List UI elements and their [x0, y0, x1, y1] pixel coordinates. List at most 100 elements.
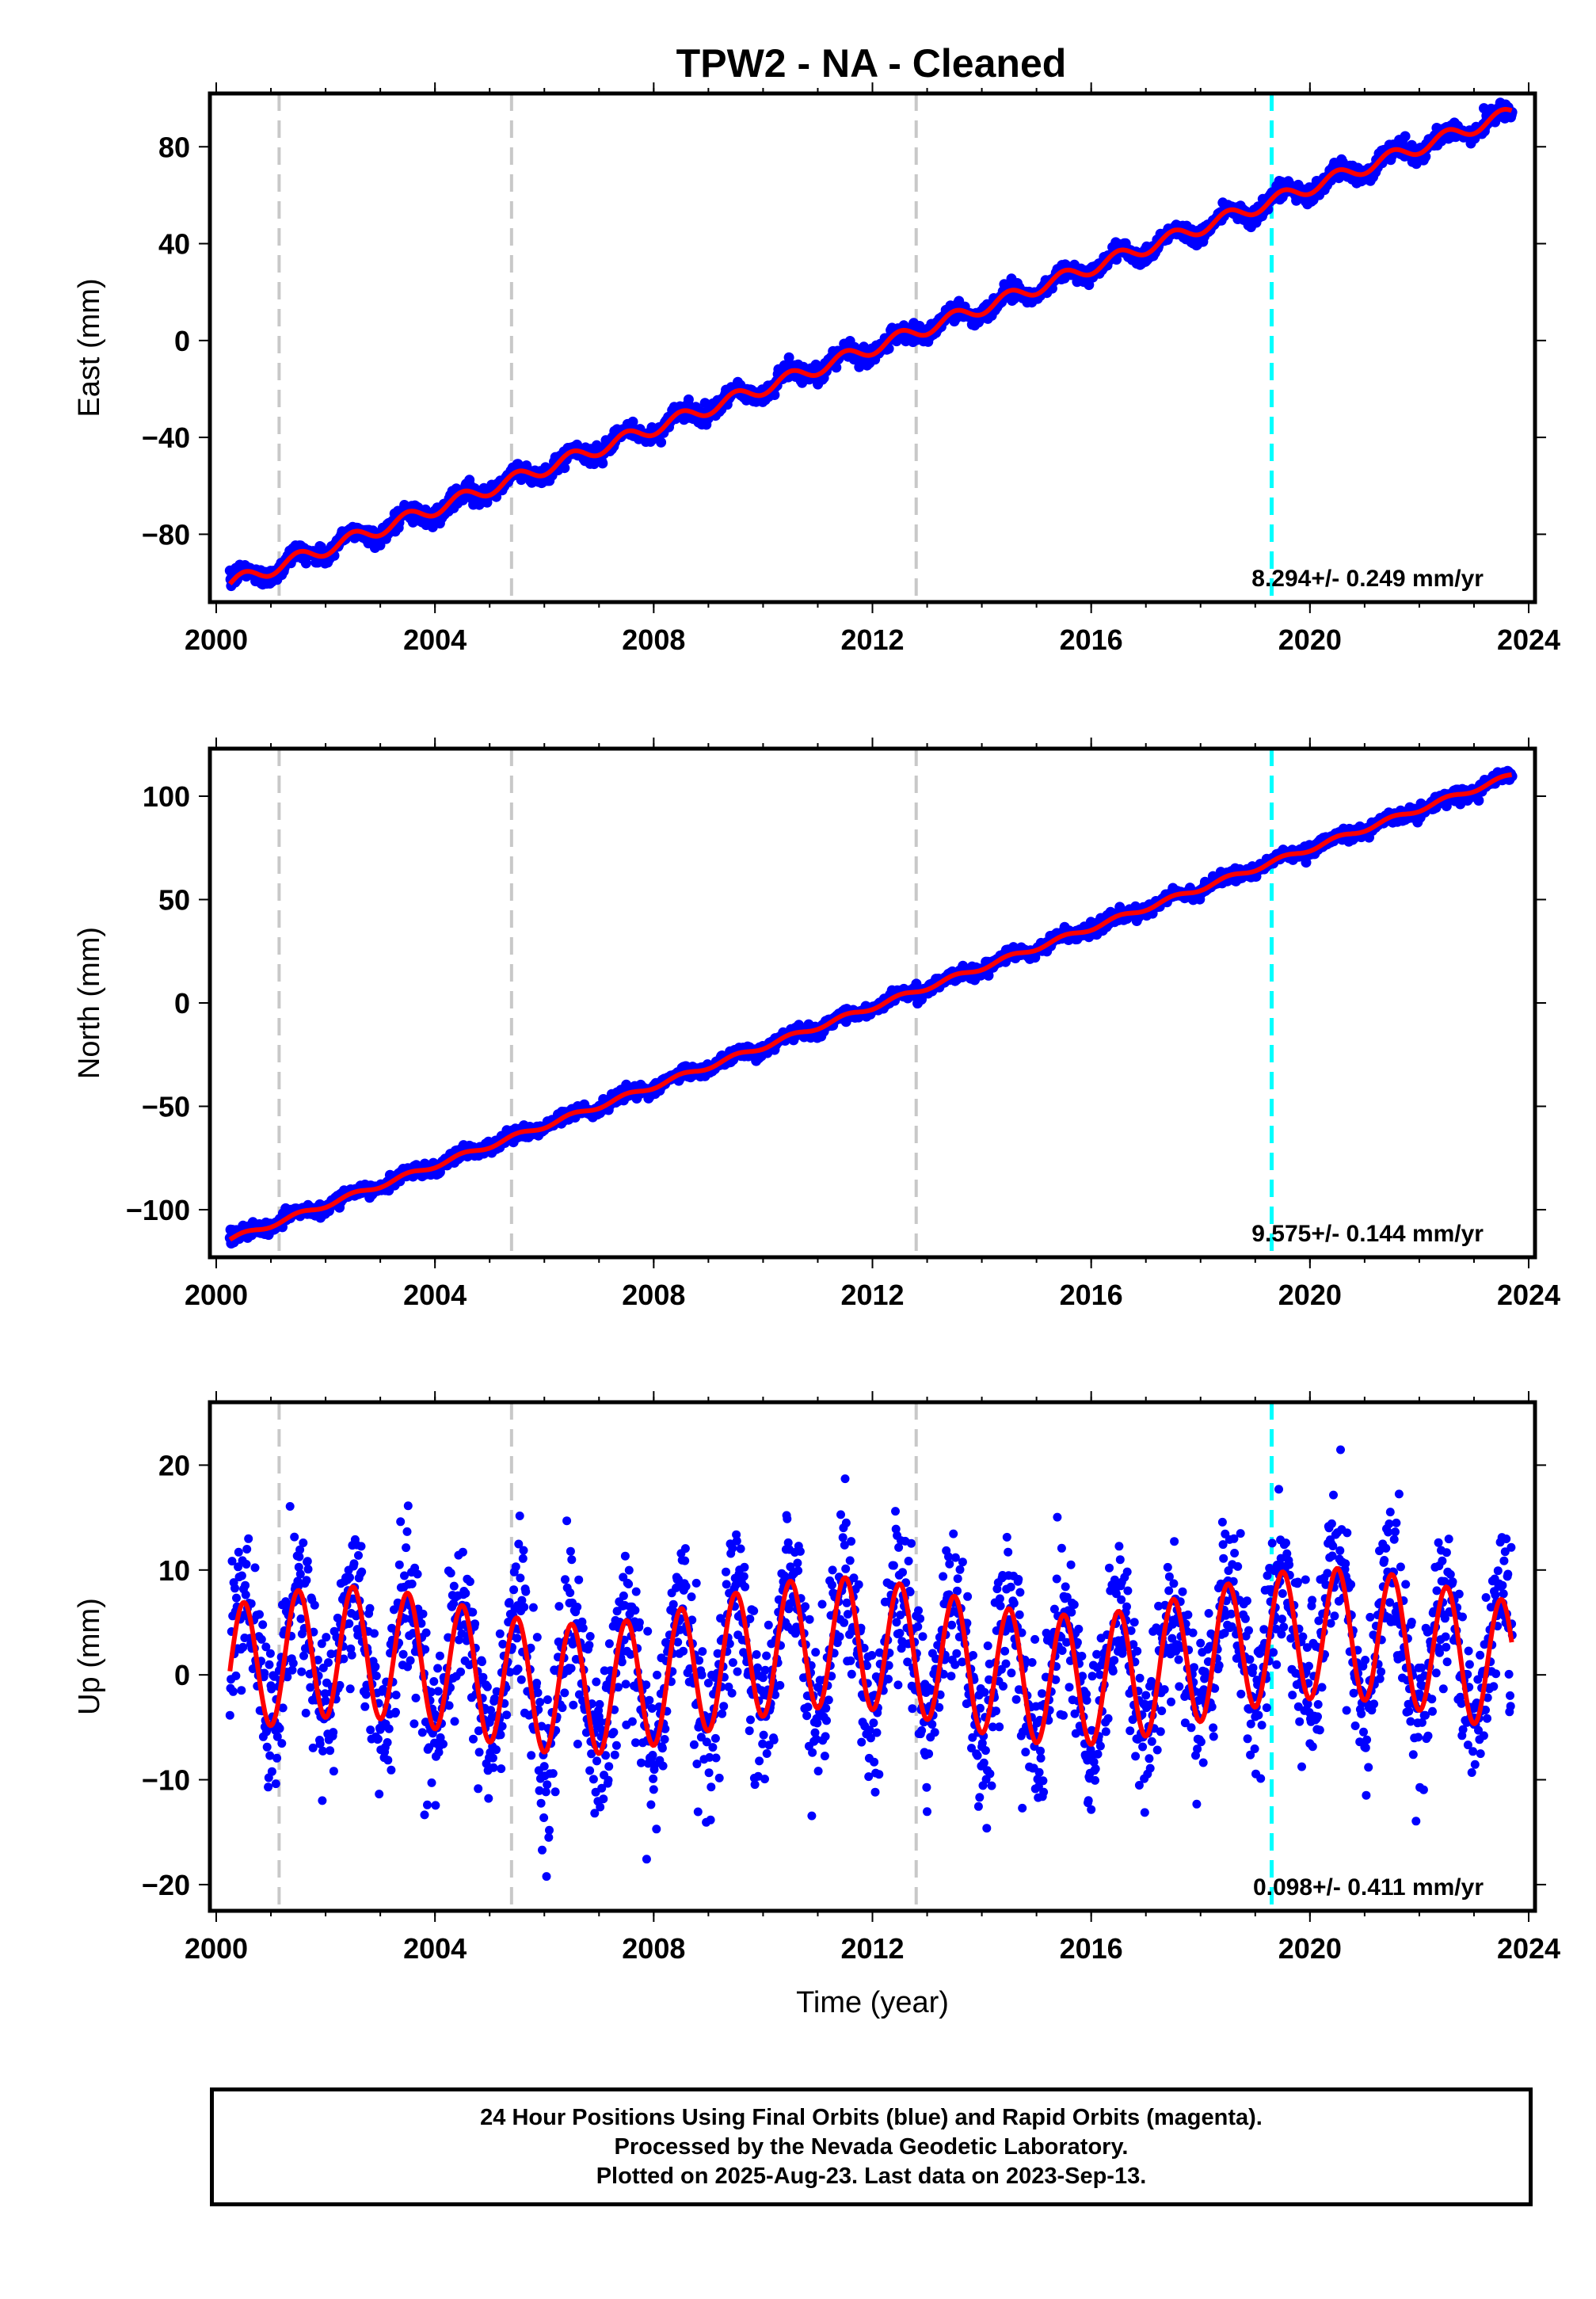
- x-tick-label: 2004: [403, 1279, 467, 1311]
- observation-point: [420, 1810, 429, 1820]
- observation-point: [258, 1620, 268, 1630]
- observation-point: [554, 1602, 564, 1611]
- observation-point: [449, 1581, 459, 1591]
- observation-point: [241, 1580, 250, 1590]
- observation-point: [484, 1794, 493, 1803]
- observation-point: [345, 1573, 354, 1582]
- observation-point: [592, 1756, 601, 1766]
- observation-point: [543, 1780, 552, 1790]
- observation-point: [299, 1651, 308, 1660]
- observation-point: [698, 1647, 707, 1657]
- observation-point: [458, 1547, 467, 1557]
- observation-point: [691, 1578, 701, 1588]
- observation-point: [478, 1657, 486, 1667]
- x-tick-label: 2024: [1497, 1279, 1560, 1311]
- observation-point: [542, 1872, 551, 1882]
- observation-point: [536, 1798, 546, 1808]
- observation-point: [277, 1739, 287, 1748]
- observation-point: [391, 1707, 400, 1717]
- x-tick-label: 2012: [840, 623, 904, 656]
- observation-point: [231, 1671, 241, 1680]
- x-tick-label: 2024: [1497, 623, 1560, 656]
- observation-point: [509, 1585, 519, 1595]
- observation-point: [303, 1557, 312, 1566]
- observation-point: [707, 1782, 716, 1792]
- observation-point: [272, 1753, 282, 1763]
- observation-point: [566, 1588, 575, 1597]
- x-tick-label: 2016: [1060, 1279, 1123, 1311]
- observation-point: [680, 1556, 690, 1565]
- observation-point: [657, 1744, 667, 1753]
- observation-point: [585, 1641, 594, 1650]
- observation-point: [360, 1702, 370, 1711]
- observation-point: [548, 1769, 558, 1779]
- x-tick-label: 2020: [1278, 1279, 1342, 1311]
- observation-point: [488, 1753, 497, 1763]
- observation-point: [516, 1573, 525, 1583]
- observation-point: [354, 1550, 363, 1560]
- observation-point: [634, 1618, 644, 1627]
- observation-point: [649, 1785, 658, 1794]
- y-tick-label: 40: [158, 228, 190, 261]
- observation-point: [708, 1743, 718, 1752]
- observation-point: [433, 1664, 443, 1673]
- observation-point: [624, 1565, 634, 1575]
- observation-point: [461, 1588, 470, 1598]
- observation-point: [567, 1555, 577, 1565]
- observation-point: [257, 1634, 266, 1644]
- observation-point: [297, 1667, 307, 1676]
- observation-point: [560, 1688, 569, 1698]
- observation-point: [609, 1728, 619, 1737]
- observation-point: [322, 1633, 331, 1642]
- observation-point: [539, 1813, 549, 1822]
- observation-point: [444, 1701, 454, 1710]
- observation-point: [679, 1646, 688, 1656]
- observation-point: [345, 1619, 354, 1628]
- observation-point: [643, 1626, 653, 1636]
- observation-point: [244, 1534, 253, 1543]
- observation-point: [402, 1543, 411, 1553]
- observation-point: [573, 1740, 582, 1748]
- observation-point: [658, 1761, 668, 1771]
- observation-point: [631, 1587, 641, 1596]
- observation-point: [242, 1545, 252, 1554]
- observation-point: [237, 1686, 246, 1695]
- observation-point: [318, 1796, 327, 1805]
- observation-point: [407, 1579, 417, 1588]
- observation-point: [520, 1603, 529, 1612]
- observation-point: [558, 1703, 567, 1713]
- x-tick-label: 2000: [185, 623, 248, 656]
- x-tick-label: 2008: [622, 623, 685, 656]
- observation-point: [660, 1735, 669, 1744]
- observation-point: [518, 1554, 528, 1563]
- observation-point: [329, 1728, 338, 1737]
- observation-point: [668, 1599, 678, 1609]
- observation-point: [653, 1670, 661, 1679]
- observation-point: [225, 1710, 234, 1720]
- x-tick-label: 2020: [1278, 623, 1342, 656]
- observation-point: [683, 394, 694, 405]
- observation-point: [403, 1501, 413, 1511]
- observation-point: [595, 1699, 604, 1709]
- observation-point: [585, 1766, 595, 1775]
- observation-point: [429, 1677, 439, 1686]
- observation-point: [619, 1591, 628, 1600]
- observation-point: [604, 1639, 614, 1649]
- observation-point: [373, 1734, 383, 1744]
- observation-point: [262, 1742, 272, 1752]
- observation-point: [361, 1690, 371, 1699]
- observation-point: [697, 1670, 707, 1679]
- x-tick-label: 2016: [1060, 623, 1123, 656]
- observation-point: [371, 1672, 381, 1680]
- observation-point: [515, 1512, 524, 1520]
- observation-point: [574, 1575, 584, 1584]
- observation-point: [303, 1565, 313, 1574]
- observation-point: [366, 1725, 375, 1735]
- observation-point: [324, 1658, 333, 1668]
- observation-point: [538, 1845, 547, 1855]
- observation-point: [271, 1779, 280, 1789]
- observation-point: [398, 1649, 408, 1659]
- observation-point: [431, 1801, 440, 1810]
- observation-point: [265, 1660, 274, 1669]
